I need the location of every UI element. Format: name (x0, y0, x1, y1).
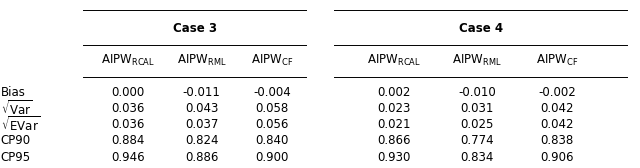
Text: AIPW$_{\mathregular{RCAL}}$: AIPW$_{\mathregular{RCAL}}$ (101, 53, 155, 68)
Text: Bias: Bias (1, 86, 26, 99)
Text: 0.900: 0.900 (255, 151, 289, 164)
Text: $\sqrt{\mathrm{EVar}}$: $\sqrt{\mathrm{EVar}}$ (1, 115, 40, 134)
Text: 0.946: 0.946 (111, 151, 145, 164)
Text: 0.886: 0.886 (185, 151, 218, 164)
Text: 0.824: 0.824 (185, 134, 218, 147)
Text: 0.840: 0.840 (255, 134, 289, 147)
Text: 0.023: 0.023 (377, 102, 410, 115)
Text: AIPW$_{\mathregular{RCAL}}$: AIPW$_{\mathregular{RCAL}}$ (367, 53, 420, 68)
Text: -0.004: -0.004 (253, 86, 291, 99)
Text: Case 4: Case 4 (459, 22, 502, 35)
Text: Case 3: Case 3 (173, 22, 216, 35)
Text: 0.906: 0.906 (540, 151, 573, 164)
Text: 0.031: 0.031 (460, 102, 493, 115)
Text: 0.002: 0.002 (377, 86, 410, 99)
Text: -0.011: -0.011 (182, 86, 221, 99)
Text: 0.056: 0.056 (255, 118, 289, 131)
Text: 0.000: 0.000 (111, 86, 145, 99)
Text: -0.002: -0.002 (538, 86, 575, 99)
Text: 0.930: 0.930 (377, 151, 410, 164)
Text: 0.866: 0.866 (377, 134, 410, 147)
Text: 0.025: 0.025 (460, 118, 493, 131)
Text: 0.037: 0.037 (185, 118, 218, 131)
Text: 0.834: 0.834 (460, 151, 493, 164)
Text: 0.884: 0.884 (111, 134, 145, 147)
Text: -0.010: -0.010 (458, 86, 495, 99)
Text: 0.036: 0.036 (111, 118, 145, 131)
Text: 0.021: 0.021 (377, 118, 410, 131)
Text: 0.838: 0.838 (540, 134, 573, 147)
Text: AIPW$_{\mathregular{CF}}$: AIPW$_{\mathregular{CF}}$ (536, 53, 578, 68)
Text: 0.042: 0.042 (540, 102, 573, 115)
Text: AIPW$_{\mathregular{CF}}$: AIPW$_{\mathregular{CF}}$ (251, 53, 293, 68)
Text: 0.036: 0.036 (111, 102, 145, 115)
Text: CP95: CP95 (1, 151, 31, 164)
Text: 0.058: 0.058 (255, 102, 289, 115)
Text: CP90: CP90 (1, 134, 31, 147)
Text: 0.043: 0.043 (185, 102, 218, 115)
Text: 0.774: 0.774 (460, 134, 493, 147)
Text: AIPW$_{\mathregular{RML}}$: AIPW$_{\mathregular{RML}}$ (452, 53, 502, 68)
Text: $\sqrt{\mathrm{Var}}$: $\sqrt{\mathrm{Var}}$ (1, 99, 33, 118)
Text: 0.042: 0.042 (540, 118, 573, 131)
Text: AIPW$_{\mathregular{RML}}$: AIPW$_{\mathregular{RML}}$ (177, 53, 227, 68)
